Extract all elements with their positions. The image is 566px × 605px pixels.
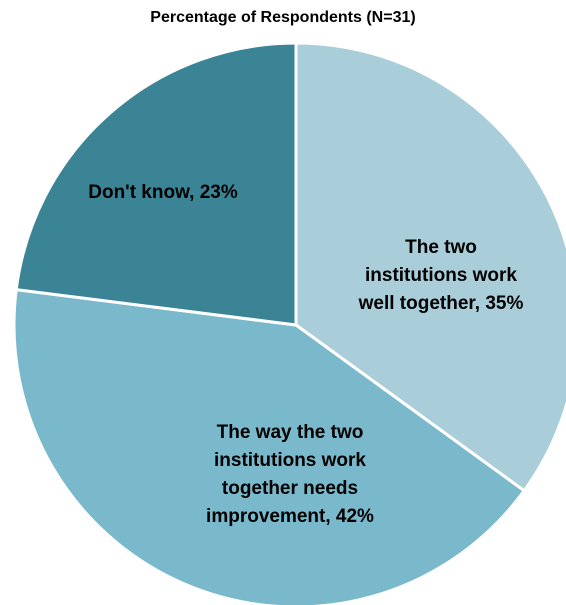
slice-label-1: The two institutions work well together, 3… xyxy=(358,237,524,314)
slice-label-line: The two xyxy=(405,237,477,258)
slice-label-line: institutions work xyxy=(365,265,517,286)
pie-slice-3 xyxy=(14,41,298,327)
slice-label-line: Don't know, 23% xyxy=(88,182,238,203)
pie-slice-1 xyxy=(294,41,566,493)
pie-labels: The two institutions work well together, 3… xyxy=(88,182,523,527)
slice-label-line: institutions work xyxy=(214,450,366,471)
slice-label-3: Don't know, 23% xyxy=(88,182,238,203)
chart-title: Percentage of Respondents (N=31) xyxy=(150,9,416,26)
slice-label-line: together needs xyxy=(222,478,358,499)
slice-label-line: improvement, 42% xyxy=(206,506,374,527)
pie-slices xyxy=(12,41,566,605)
slice-label-line: well together, 35% xyxy=(358,293,524,314)
slice-label-line: The way the two xyxy=(217,422,364,443)
pie-slice-2 xyxy=(12,288,526,605)
slice-label-2: The way the two institutions work together… xyxy=(206,422,374,527)
